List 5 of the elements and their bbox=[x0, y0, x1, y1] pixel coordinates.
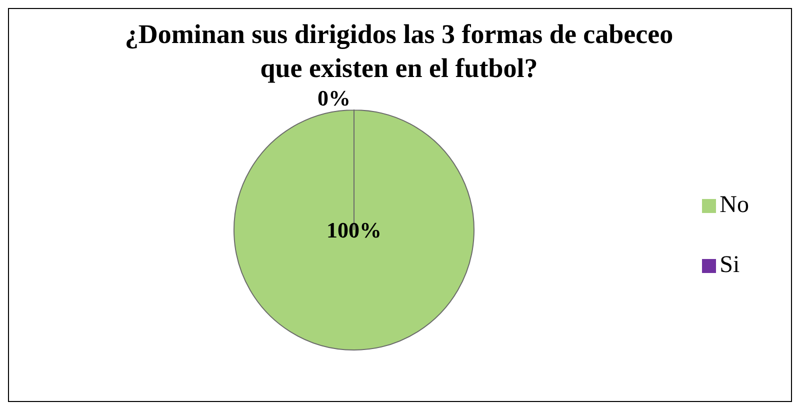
legend-label: Si bbox=[720, 252, 740, 278]
chart-title: ¿Dominan sus dirigidos las 3 formas de cabeceo que existen en el futbol? bbox=[124, 18, 674, 85]
text: 0% bbox=[318, 86, 350, 110]
legend-label: No bbox=[720, 192, 749, 218]
data-label: 100% bbox=[326, 218, 382, 242]
